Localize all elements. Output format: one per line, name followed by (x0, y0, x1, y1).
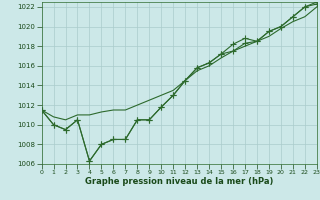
X-axis label: Graphe pression niveau de la mer (hPa): Graphe pression niveau de la mer (hPa) (85, 177, 273, 186)
